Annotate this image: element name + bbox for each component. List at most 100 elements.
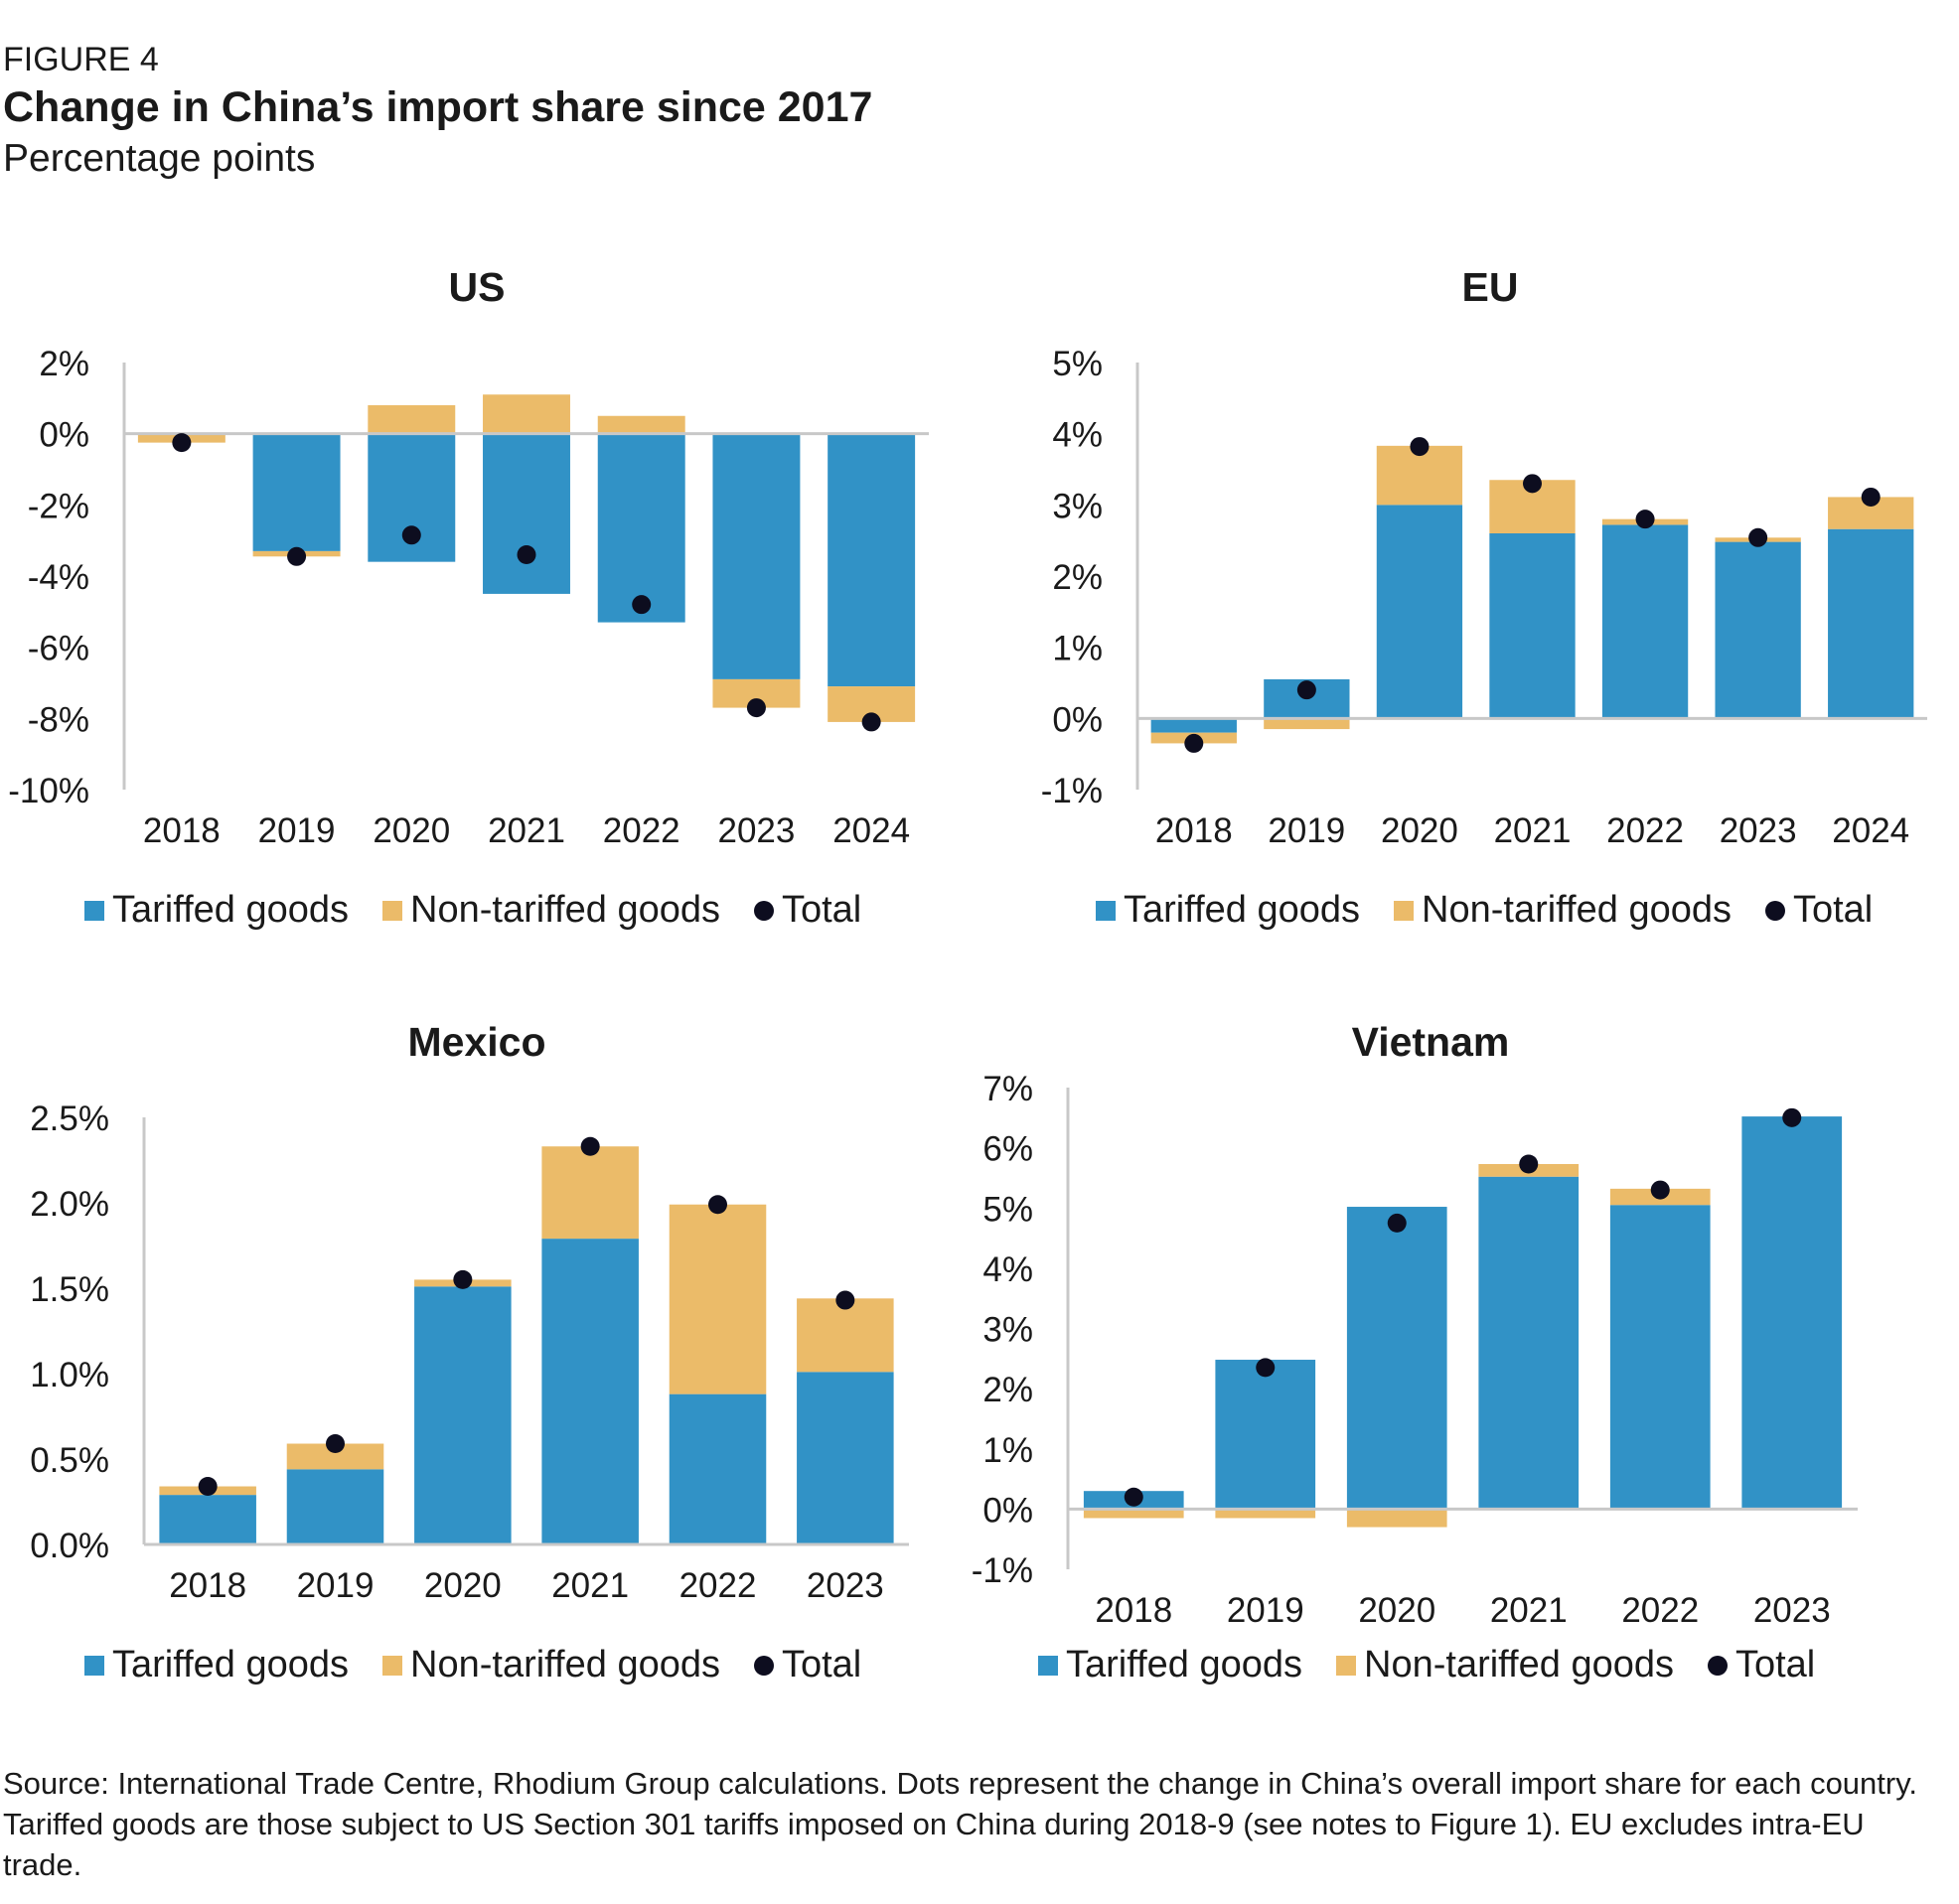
total-dot	[1519, 1154, 1539, 1174]
bar-tariffed	[1489, 533, 1576, 719]
figure-subtitle: Percentage points	[3, 137, 316, 180]
y-tick-label: -2%	[28, 487, 89, 525]
legend-swatch-tariffed	[1038, 1655, 1058, 1676]
x-tick-label: 2019	[297, 1566, 375, 1605]
y-tick-label: 1%	[982, 1431, 1033, 1470]
x-tick-label: 2020	[424, 1566, 502, 1605]
y-tick-label: -6%	[28, 630, 89, 668]
x-tick-label: 2018	[143, 811, 221, 850]
legend-item-tariffed: Tariffed goods	[1038, 1644, 1302, 1686]
total-dot	[1256, 1358, 1276, 1378]
legend-swatch-total	[753, 900, 774, 921]
y-tick-label: -10%	[8, 772, 89, 810]
y-tick-label: 0.5%	[30, 1441, 109, 1480]
legend-swatch-non-tariffed	[1394, 900, 1415, 921]
x-tick-label: 2022	[603, 811, 680, 850]
legend-item-tariffed: Tariffed goods	[84, 1644, 349, 1686]
y-tick-label: -1%	[972, 1551, 1033, 1590]
bar-tariffed	[286, 1469, 384, 1544]
total-dot	[198, 1477, 218, 1497]
chart-panel-vietnam: Vietnam 7% 6% 5% 4% 3% 2% 1% 0% -1% 2018 2019 2020 20…	[972, 1008, 1947, 1703]
bar-non-tariffed	[1264, 718, 1350, 730]
chart-panel-mexico: Mexico 2.5% 2.0% 1.5% 1.0% 0.5% 0.0% 2018 2019 20…	[0, 1008, 954, 1703]
legend-item-total: Total	[1764, 889, 1874, 932]
x-tick-label: 2024	[1832, 811, 1909, 850]
bar-tariffed	[1609, 1205, 1711, 1510]
legend-us: Tariffed goods Non-tariffed goods Total	[84, 889, 861, 932]
total-dot	[580, 1136, 600, 1156]
chart-title: Mexico	[408, 1019, 546, 1065]
total-dot	[172, 433, 192, 453]
bar-tariffed	[159, 1495, 256, 1544]
y-tick-label: 7%	[982, 1070, 1033, 1108]
chart-panel-eu: EU 5% 4% 3% 2% 1% 0% -1% 2018 2019 2020 2021 2022 202…	[993, 253, 1947, 949]
total-dot	[708, 1195, 727, 1215]
x-tick-label: 2018	[169, 1566, 246, 1605]
x-tick-label: 2019	[1227, 1591, 1304, 1630]
legend-swatch-non-tariffed	[382, 1655, 403, 1676]
bar-non-tariffed	[1215, 1509, 1316, 1519]
y-tick-label: 1%	[1052, 630, 1103, 668]
bar-tariffed	[797, 1372, 894, 1544]
total-dot	[1861, 487, 1881, 507]
bar-non-tariffed	[797, 1298, 894, 1373]
bar-tariffed	[669, 1393, 767, 1544]
total-dot	[326, 1434, 345, 1454]
legend-label-total: Total	[781, 889, 862, 931]
legend-label-non-tariffed: Non-tariffed goods	[410, 1644, 720, 1685]
legend-label-non-tariffed: Non-tariffed goods	[1364, 1644, 1674, 1685]
bar-tariffed	[1828, 528, 1914, 719]
legend-label-non-tariffed: Non-tariffed goods	[1422, 889, 1732, 931]
y-tick-label: 0%	[39, 416, 89, 455]
x-tick-label: 2023	[807, 1566, 884, 1605]
x-tick-label: 2024	[832, 811, 910, 850]
legend-item-non-tariffed: Non-tariffed goods	[382, 889, 720, 932]
bar-tariffed	[1346, 1207, 1447, 1510]
y-tick-label: -4%	[28, 558, 89, 597]
x-tick-label: 2023	[1720, 811, 1797, 850]
total-dot	[1523, 474, 1542, 494]
bar-non-tariffed	[483, 394, 570, 434]
bar-non-tariffed	[597, 415, 685, 434]
bar-tariffed	[252, 433, 341, 551]
chart-us: US 2% 0% -2% -4% -6% -8% -10% 2018 2019 2020 2021 20…	[8, 264, 929, 850]
y-tick-label: 4%	[1052, 416, 1103, 455]
chart-title: Vietnam	[1352, 1019, 1510, 1065]
legend-label-non-tariffed: Non-tariffed goods	[410, 889, 720, 931]
chart-panel-us: US 2% 0% -2% -4% -6% -8% -10% 2018 2019 2020 2021 20…	[0, 253, 954, 949]
x-tick-label: 2021	[1490, 1591, 1568, 1630]
chart-vietnam: Vietnam 7% 6% 5% 4% 3% 2% 1% 0% -1% 2018 2019 2020 20…	[972, 1019, 1858, 1630]
bar-tariffed	[483, 433, 570, 594]
x-tick-label: 2019	[258, 811, 336, 850]
x-tick-label: 2018	[1155, 811, 1233, 850]
y-tick-label: 1.0%	[30, 1356, 109, 1394]
y-tick-label: -8%	[28, 700, 89, 739]
bar-tariffed	[712, 433, 801, 679]
total-dot	[1635, 510, 1655, 529]
legend-item-tariffed: Tariffed goods	[1096, 889, 1360, 932]
legend-label-total: Total	[1734, 1644, 1816, 1685]
total-dot	[1296, 680, 1316, 700]
legend-label-total: Total	[781, 1644, 862, 1685]
x-tick-label: 2023	[717, 811, 795, 850]
source-note: Source: International Trade Centre, Rhod…	[3, 1766, 1918, 1882]
x-tick-label: 2021	[551, 1566, 629, 1605]
legend-swatch-tariffed	[84, 1655, 104, 1676]
legend-label-total: Total	[1792, 889, 1874, 931]
bar-tariffed	[1478, 1176, 1580, 1510]
y-tick-label: 5%	[1052, 345, 1103, 383]
chart-eu: EU 5% 4% 3% 2% 1% 0% -1% 2018 2019 2020 2021 2022 202…	[1041, 264, 1927, 850]
y-tick-label: 3%	[982, 1311, 1033, 1350]
legend-label-tariffed: Tariffed goods	[112, 1644, 350, 1685]
y-tick-label: 4%	[982, 1250, 1033, 1289]
bar-tariffed	[414, 1286, 512, 1544]
bar-tariffed	[541, 1239, 639, 1544]
bar-non-tariffed	[541, 1146, 639, 1240]
legend-mexico: Tariffed goods Non-tariffed goods Total	[84, 1644, 861, 1686]
total-dot	[632, 595, 652, 615]
legend-eu: Tariffed goods Non-tariffed goods Total	[1096, 889, 1873, 932]
legend-vietnam: Tariffed goods Non-tariffed goods Total	[1038, 1644, 1815, 1686]
total-dot	[1184, 733, 1204, 753]
legend-swatch-total	[753, 1655, 774, 1676]
legend-label-tariffed: Tariffed goods	[112, 889, 350, 931]
